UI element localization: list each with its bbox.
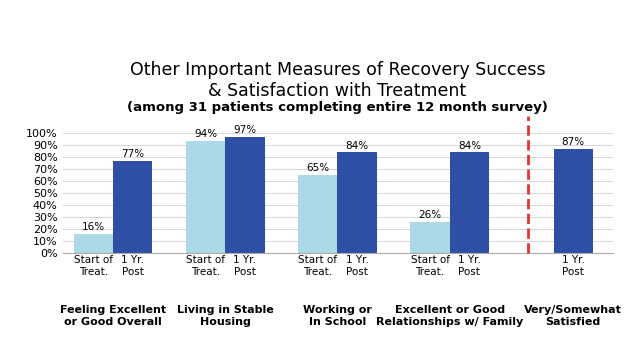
Text: 26%: 26%: [419, 210, 442, 220]
Text: Excellent or Good
Relationships w/ Family: Excellent or Good Relationships w/ Famil…: [376, 305, 523, 327]
Text: 84%: 84%: [458, 141, 481, 151]
Text: Feeling Excellent
or Good Overall: Feeling Excellent or Good Overall: [60, 305, 166, 327]
Bar: [74, 234, 113, 253]
Text: 65%: 65%: [306, 164, 329, 173]
Text: 97%: 97%: [233, 125, 256, 135]
Bar: [338, 152, 377, 253]
Text: Very/Somewhat
Satisfied: Very/Somewhat Satisfied: [524, 305, 622, 327]
Title: Other Important Measures of Recovery Success
& Satisfaction with Treatment: Other Important Measures of Recovery Suc…: [130, 61, 545, 100]
Text: Living in Stable
Housing: Living in Stable Housing: [177, 305, 274, 327]
Text: 84%: 84%: [346, 141, 369, 151]
Bar: [554, 149, 593, 253]
Bar: [298, 175, 338, 253]
Bar: [411, 222, 450, 253]
Text: Working or
In School: Working or In School: [303, 305, 372, 327]
Text: 16%: 16%: [82, 222, 105, 232]
Text: 87%: 87%: [562, 137, 585, 147]
Text: (among 31 patients completing entire 12 month survey): (among 31 patients completing entire 12 …: [127, 101, 548, 114]
Bar: [450, 152, 489, 253]
Bar: [225, 137, 264, 253]
Bar: [113, 161, 152, 253]
Text: 77%: 77%: [121, 149, 144, 159]
Text: 94%: 94%: [194, 129, 217, 139]
Bar: [186, 140, 225, 253]
